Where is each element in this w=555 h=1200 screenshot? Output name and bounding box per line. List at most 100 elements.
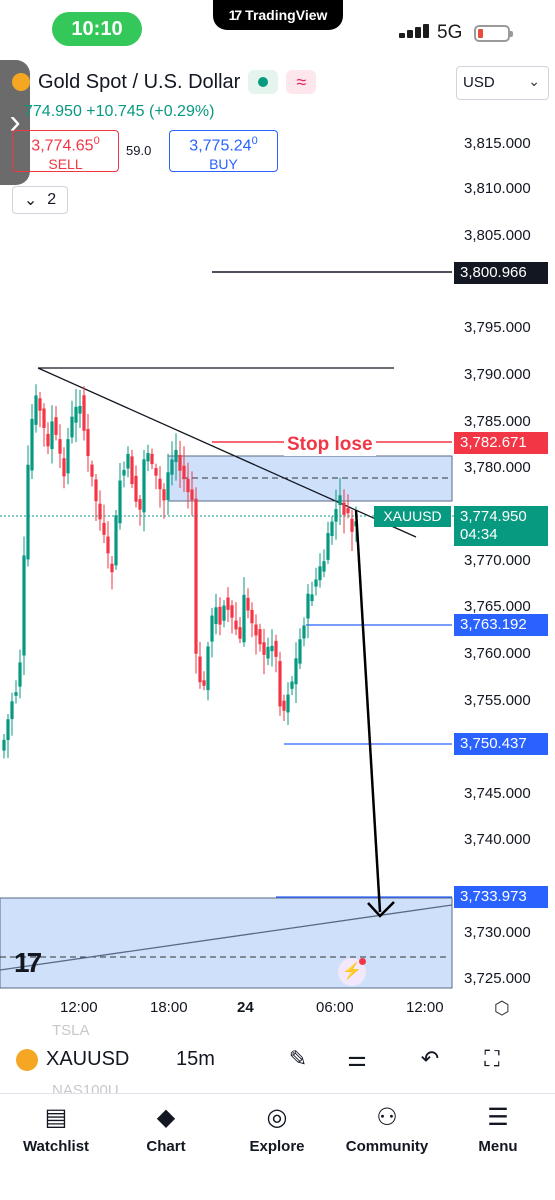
price-axis-label: 3,725.000 xyxy=(464,970,531,987)
resistance-price-tag[interactable]: 3,800.966 xyxy=(454,262,548,284)
candle-body xyxy=(94,479,98,502)
price-change: +10.745 xyxy=(86,103,145,120)
time-axis-label: 24 xyxy=(237,999,254,1016)
nav-chart[interactable]: ◆ Chart xyxy=(116,1102,216,1155)
chart-toolbar: TSLA NAS100U XAUUSD 15m ✎ ⚌ ↶ ⛶ xyxy=(0,1022,555,1099)
candle-body xyxy=(66,439,70,474)
candle-body xyxy=(54,417,58,435)
candle-body xyxy=(114,515,118,566)
price-axis-label: 3,760.000 xyxy=(464,645,531,662)
candle-body xyxy=(70,416,74,438)
level-2-price-tag[interactable]: 3,750.437 xyxy=(454,733,548,755)
bar-countdown: 04:34 xyxy=(460,526,498,543)
descending-trendline xyxy=(37,367,417,538)
price-axis-label: 3,765.000 xyxy=(464,598,531,615)
market-open-badge[interactable] xyxy=(248,70,279,94)
settings-icon[interactable]: ⬡ xyxy=(494,998,510,1018)
price-axis-label: 3,755.000 xyxy=(464,692,531,709)
candle-body xyxy=(146,453,150,462)
candle-body xyxy=(170,459,174,475)
chevron-down-icon: ⌄ xyxy=(23,192,38,209)
price-axis-label: 3,730.000 xyxy=(464,924,531,941)
candle-body xyxy=(330,521,334,536)
current-price: 3,774.950 xyxy=(460,508,527,525)
nav-label: Watchlist xyxy=(22,1138,90,1155)
candle-body xyxy=(82,395,86,431)
signal-icon xyxy=(399,24,429,38)
candle-body xyxy=(178,454,182,471)
candle-body xyxy=(346,508,350,514)
buy-button[interactable]: 3,775.240 BUY xyxy=(169,130,278,172)
candle-body xyxy=(286,694,290,713)
community-icon: ⚇ xyxy=(376,1104,398,1131)
symbol-header[interactable]: Gold Spot / U.S. Dollar ≈ xyxy=(12,70,317,94)
candle-body xyxy=(118,480,122,524)
candle-body xyxy=(126,453,130,469)
candle-body xyxy=(318,566,322,581)
candle-body xyxy=(254,624,258,636)
candle-body xyxy=(274,640,278,657)
candle-body xyxy=(334,509,338,522)
candle-body xyxy=(74,406,78,423)
current-price-tag[interactable]: 3,774.950 04:34 xyxy=(454,506,548,546)
candle-body xyxy=(194,498,198,654)
stop-loss-price-tag[interactable]: 3,782.671 xyxy=(454,432,548,454)
target-price-tag[interactable]: 3,733.973 xyxy=(454,886,548,908)
gold-icon xyxy=(16,1048,38,1071)
candle-body xyxy=(38,398,42,411)
bolt-icon[interactable]: ⚡ xyxy=(338,958,366,986)
nav-watchlist[interactable]: ▤ Watchlist xyxy=(6,1102,106,1155)
buy-price: 3,775.24 xyxy=(189,137,252,155)
candle-body xyxy=(226,597,230,610)
stop-loss-label[interactable]: Stop lose xyxy=(284,434,376,456)
candle-body xyxy=(198,656,202,683)
buy-price-sup: 0 xyxy=(251,135,258,147)
nav-community[interactable]: ⚇ Community xyxy=(337,1102,437,1155)
price-axis-label: 3,815.000 xyxy=(464,135,531,152)
price-axis-label: 3,780.000 xyxy=(464,459,531,476)
candle-body xyxy=(186,478,190,493)
candle-body xyxy=(230,605,234,618)
candle-body xyxy=(18,662,22,687)
price-axis-label: 3,770.000 xyxy=(464,552,531,569)
interval-selector[interactable]: 15m xyxy=(176,1048,215,1070)
candle-body xyxy=(158,478,162,490)
network-type: 5G xyxy=(437,22,463,43)
chevron-down-icon: ⌄ xyxy=(528,73,540,89)
price-change-pct: (+0.29%) xyxy=(149,103,215,120)
pen-icon[interactable]: ✎ xyxy=(288,1046,308,1071)
sell-button[interactable]: 3,774.650 SELL xyxy=(12,130,119,172)
level-1-price-tag[interactable]: 3,763.192 xyxy=(454,614,548,636)
candle-body xyxy=(270,645,274,652)
time-axis-label: 18:00 xyxy=(150,999,188,1016)
candle-body xyxy=(22,555,26,656)
symbol-title: Gold Spot / U.S. Dollar xyxy=(38,70,241,93)
candle-body xyxy=(278,661,282,707)
candle-body xyxy=(246,597,250,611)
compass-icon: ◎ xyxy=(266,1104,288,1131)
currency-select[interactable]: USD ⌄ xyxy=(456,66,549,100)
candle-body xyxy=(266,646,270,659)
candle-body xyxy=(310,594,314,602)
sliders-icon[interactable]: ⚌ xyxy=(347,1046,367,1071)
fullscreen-icon[interactable]: ⛶ xyxy=(484,1046,500,1071)
bottom-navigation: ▤ Watchlist ◆ Chart ◎ Explore ⚇ Communit… xyxy=(0,1093,555,1200)
data-delay-badge[interactable]: ≈ xyxy=(286,70,317,94)
nav-label: Community xyxy=(345,1138,429,1155)
app-banner[interactable]: 17 TradingView xyxy=(213,0,343,30)
symbol-selector[interactable]: XAUUSD xyxy=(16,1048,129,1071)
nav-menu[interactable]: ☰ Menu xyxy=(448,1102,548,1155)
candle-body xyxy=(50,421,54,450)
nav-explore[interactable]: ◎ Explore xyxy=(227,1102,327,1155)
indicators-count: 2 xyxy=(47,191,57,208)
candle-body xyxy=(302,625,306,639)
candle-body xyxy=(30,418,34,471)
price-axis-label: 3,740.000 xyxy=(464,831,531,848)
undo-icon[interactable]: ↶ xyxy=(420,1046,440,1071)
candle-body xyxy=(222,605,226,621)
candle-body xyxy=(142,459,146,513)
indicators-toggle[interactable]: ⌄ 2 xyxy=(12,186,68,214)
candle-body xyxy=(14,692,18,696)
menu-icon: ☰ xyxy=(487,1104,509,1131)
